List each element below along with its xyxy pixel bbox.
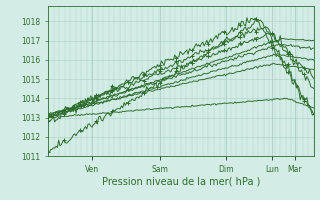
X-axis label: Pression niveau de la mer( hPa ): Pression niveau de la mer( hPa ) — [102, 177, 260, 187]
